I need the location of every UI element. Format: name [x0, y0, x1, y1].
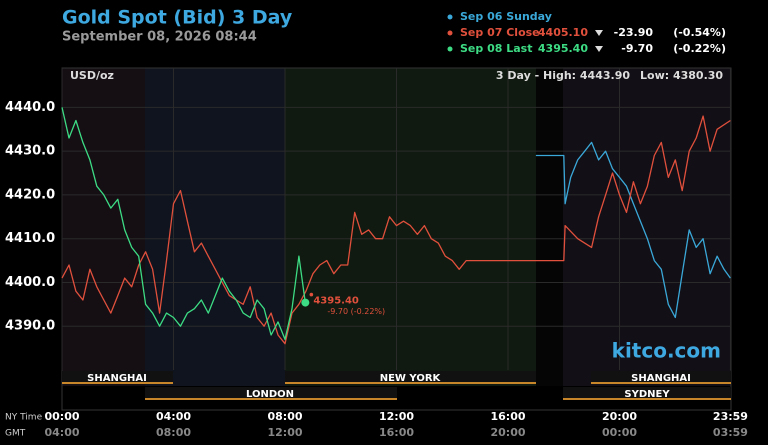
legend-marker — [447, 14, 453, 20]
x2-tick-label: 03:59 — [713, 426, 748, 439]
session-label: SHANGHAI — [87, 373, 147, 384]
legend-marker — [447, 30, 453, 36]
chart-subtitle: September 08, 2026 08:44 — [62, 30, 257, 45]
y-tick-label: 4410.0 — [5, 231, 55, 246]
x-tick-label: 12:00 — [379, 410, 414, 423]
x-row-label: GMT — [5, 429, 26, 439]
x2-tick-label: 08:00 — [156, 426, 191, 439]
chart-title: Gold Spot (Bid) 3 Day — [62, 7, 293, 29]
legend-label: Sep 07 Close — [460, 26, 540, 39]
x2-tick-label: 12:00 — [267, 426, 302, 439]
legend-arrow — [595, 30, 603, 36]
x-tick-label: 08:00 — [267, 410, 302, 423]
y-tick-label: 4440.0 — [5, 100, 55, 115]
x2-tick-label: 04:00 — [44, 426, 79, 439]
plot-band — [536, 68, 563, 386]
legend-arrow — [595, 46, 603, 52]
series-line — [61, 107, 306, 341]
session-bar — [62, 371, 173, 383]
session-bar — [285, 371, 536, 383]
high-label: 3 Day - High: 4443.90 — [496, 69, 630, 82]
series-line — [535, 141, 731, 319]
legend-marker — [447, 46, 453, 52]
x-tick-label: 00:00 — [44, 410, 79, 423]
session-bar — [591, 371, 731, 383]
session-bar — [563, 387, 731, 399]
x-row-label: NY Time — [5, 413, 43, 423]
watermark: kitco.com — [612, 339, 721, 363]
x-tick-label: 04:00 — [156, 410, 191, 423]
low-label: Low: 4380.30 — [640, 69, 723, 82]
legend-change-pct: (-0.22%) — [673, 42, 726, 55]
annotation-change: -9.70 (-0.22%) — [327, 307, 385, 316]
legend-close: 4395.40 — [538, 42, 588, 55]
session-label: SHANGHAI — [631, 373, 691, 384]
x-tick-label: 23:59 — [713, 410, 748, 423]
y-tick-label: 4430.0 — [5, 144, 55, 159]
session-label: LONDON — [246, 389, 294, 400]
x-tick-label: 16:00 — [490, 410, 525, 423]
legend-label: Sep 08 Last — [460, 42, 532, 55]
y-tick-label: 4400.0 — [5, 275, 55, 290]
x2-tick-label: 00:00 — [602, 426, 637, 439]
y-tick-label: 4390.0 — [5, 319, 55, 334]
session-label: NEW YORK — [380, 373, 442, 384]
legend-change: -9.70 — [621, 42, 653, 55]
plot-band — [563, 68, 731, 386]
session-label: SYDNEY — [624, 389, 670, 400]
x2-tick-label: 20:00 — [490, 426, 525, 439]
unit-label: USD/oz — [70, 69, 114, 82]
legend-change: -23.90 — [614, 26, 654, 39]
annotation-dot — [309, 292, 314, 297]
annotation-value: 4395.40 — [313, 296, 359, 307]
last-point — [301, 298, 310, 307]
legend-label: Sep 06 Sunday — [460, 10, 552, 23]
plot-band — [145, 68, 285, 386]
plot-band — [285, 68, 536, 386]
x-tick-label: 20:00 — [602, 410, 637, 423]
session-bar — [145, 387, 397, 399]
y-tick-label: 4420.0 — [5, 187, 55, 202]
legend-change-pct: (-0.54%) — [673, 26, 726, 39]
x2-tick-label: 16:00 — [379, 426, 414, 439]
series-line — [61, 115, 731, 345]
legend-close: 4405.10 — [538, 26, 588, 39]
plot-band — [62, 68, 145, 386]
